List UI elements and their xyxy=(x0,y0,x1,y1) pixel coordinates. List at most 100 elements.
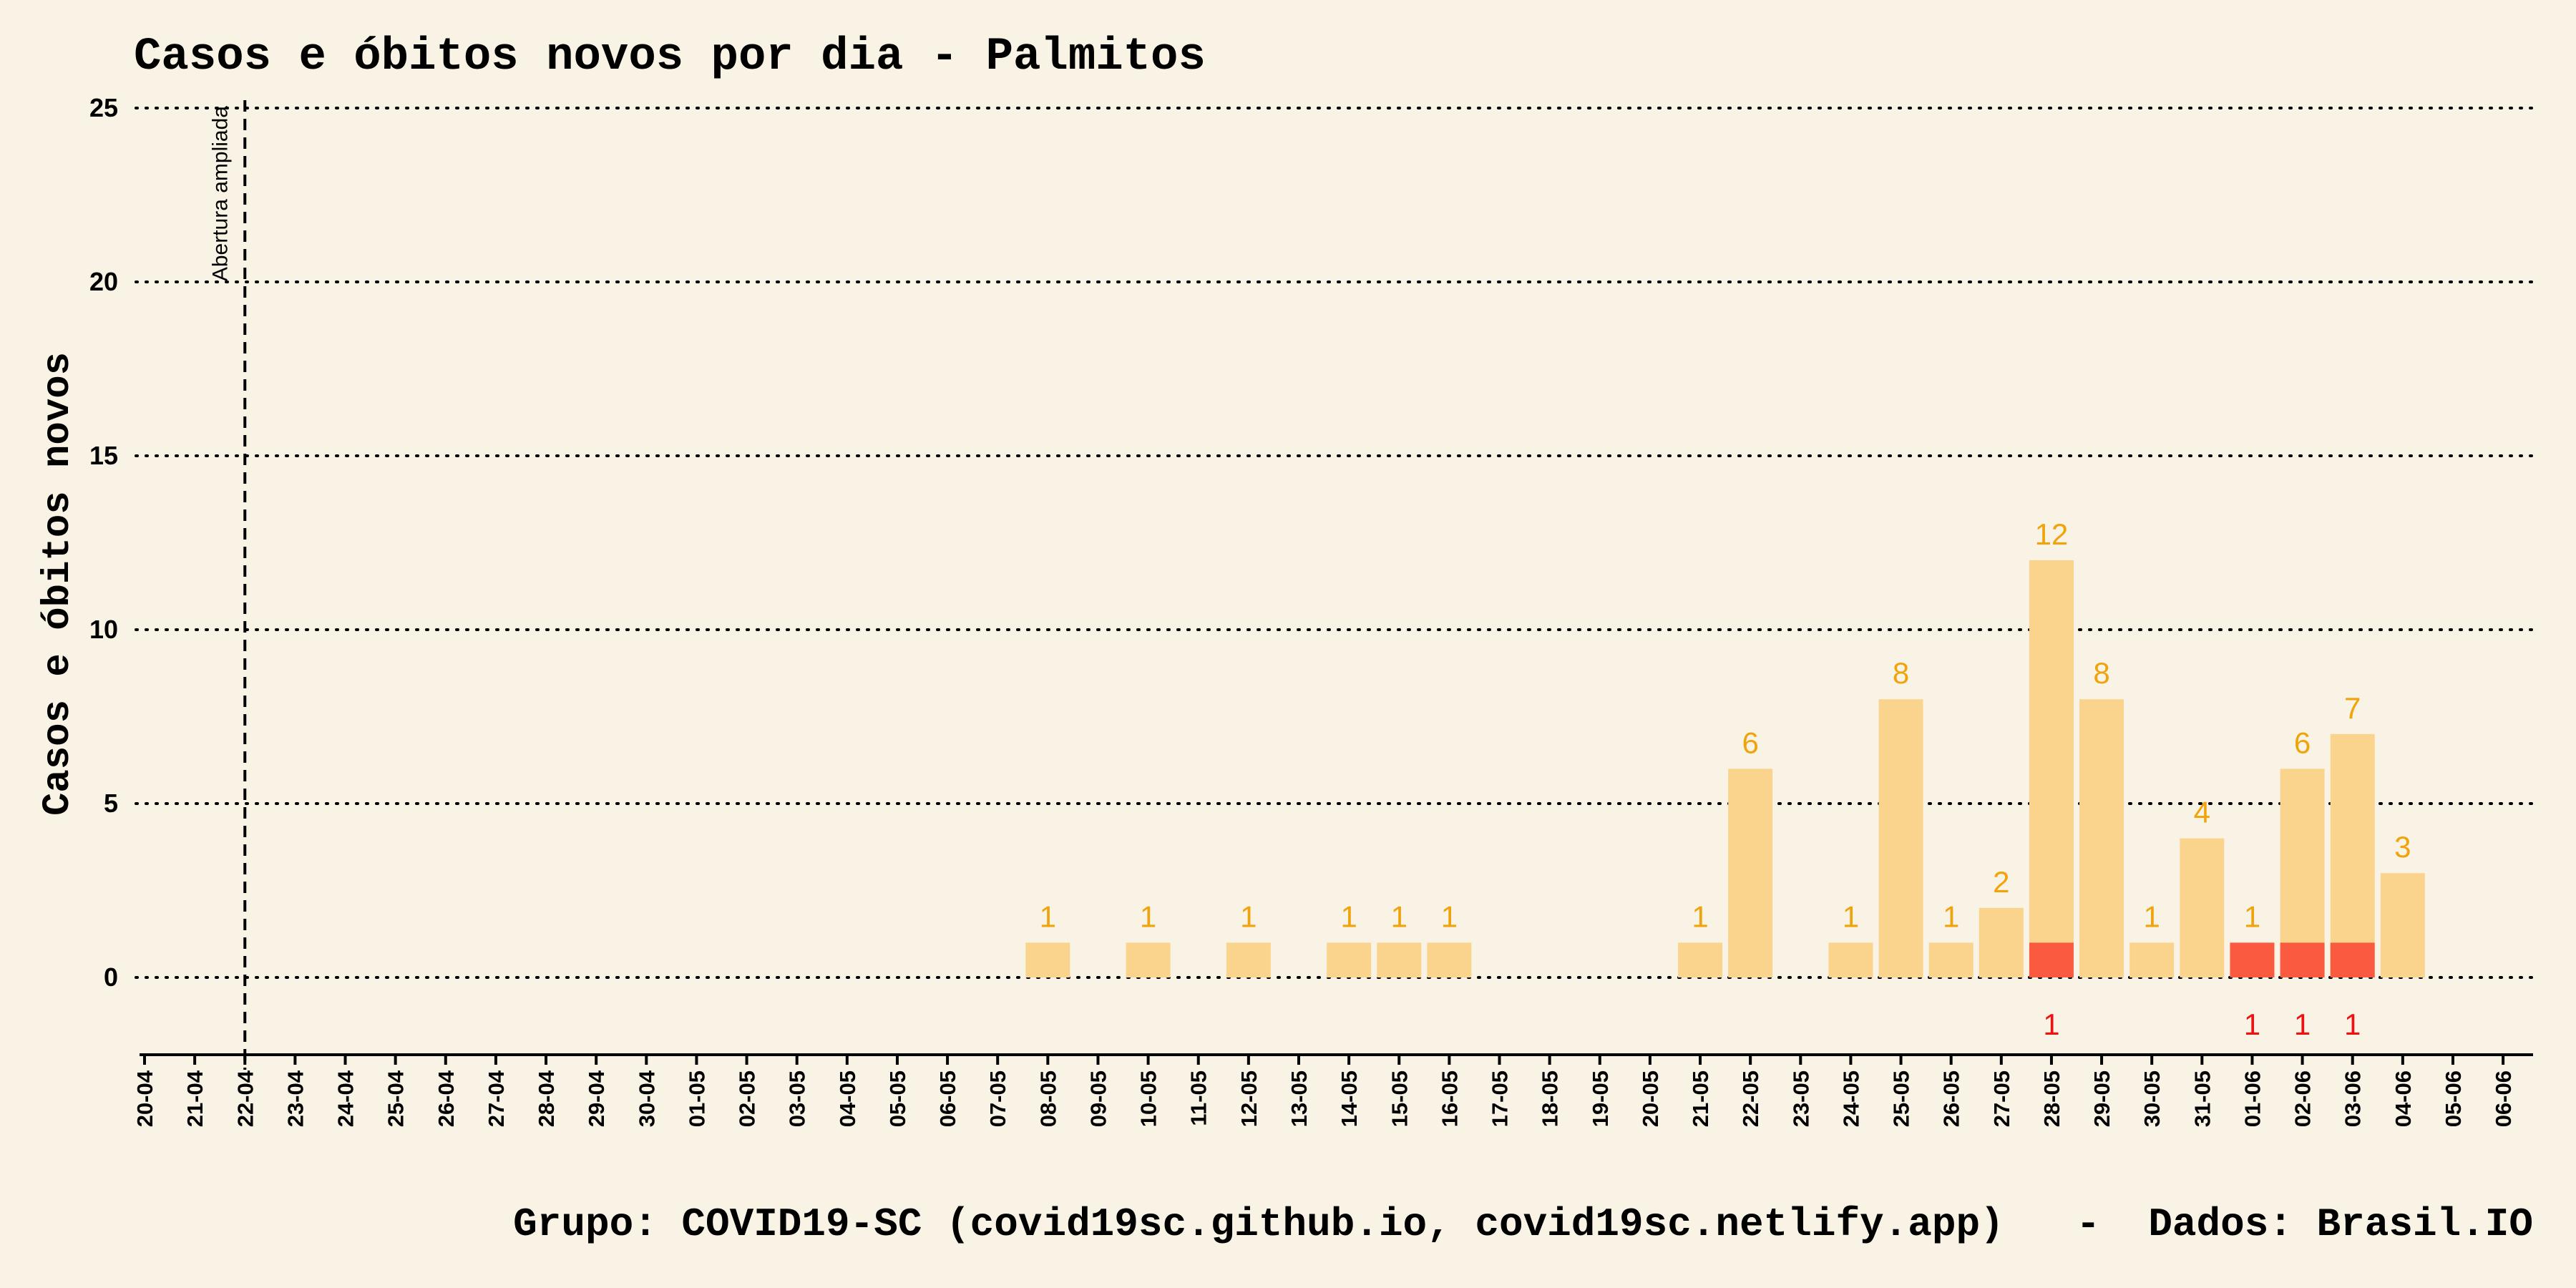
label-casos-04-06: 3 xyxy=(2394,830,2411,864)
label-casos-31-05: 4 xyxy=(2194,796,2210,829)
label-obitos-03-06: 1 xyxy=(2344,1008,2361,1041)
x-tick-label: 04-06 xyxy=(2391,1070,2416,1127)
label-casos-25-05: 8 xyxy=(1893,656,1909,690)
label-obitos-28-05: 1 xyxy=(2043,1008,2059,1041)
bar-casos-14-05 xyxy=(1327,942,1372,977)
label-casos-14-05: 1 xyxy=(1340,899,1357,933)
bar-casos-10-05 xyxy=(1126,942,1171,977)
series-casos xyxy=(1025,560,2425,977)
bar-obitos-28-05 xyxy=(2029,942,2074,977)
x-tick-label: 22-04 xyxy=(233,1070,258,1127)
x-tick-label: 10-05 xyxy=(1136,1070,1161,1127)
x-tick-label: 31-05 xyxy=(2190,1070,2215,1127)
x-tick-label: 18-05 xyxy=(1538,1070,1563,1127)
x-tick-label: 05-05 xyxy=(885,1070,910,1127)
label-casos-16-05: 1 xyxy=(1441,899,1458,933)
x-tick-label: 01-06 xyxy=(2240,1070,2265,1127)
x-tick-label: 06-05 xyxy=(935,1070,960,1127)
label-casos-24-05: 1 xyxy=(1843,899,1859,933)
label-casos-28-05: 12 xyxy=(2035,517,2069,551)
y-tick-label: 25 xyxy=(89,93,118,122)
y-tick-label: 5 xyxy=(104,789,118,818)
x-tick-label: 26-04 xyxy=(434,1070,459,1127)
x-tick-label: 29-04 xyxy=(584,1070,609,1127)
x-tick-label: 04-05 xyxy=(835,1070,860,1127)
x-tick-label: 19-05 xyxy=(1588,1070,1613,1127)
label-casos-02-06: 6 xyxy=(2294,726,2311,759)
x-tick-label: 16-05 xyxy=(1437,1070,1462,1127)
bar-casos-24-05 xyxy=(1828,942,1873,977)
x-tick-label: 14-05 xyxy=(1337,1070,1362,1127)
annotation-text: Abertura ampliada xyxy=(208,106,232,281)
x-tick-label: 21-05 xyxy=(1688,1070,1713,1127)
label-casos-10-05: 1 xyxy=(1140,899,1156,933)
x-tick-label: 01-05 xyxy=(684,1070,709,1127)
x-tick-label: 26-05 xyxy=(1939,1070,1964,1127)
bar-casos-25-05 xyxy=(1878,699,1923,977)
x-tick-label: 21-04 xyxy=(182,1070,208,1127)
label-casos-22-05: 6 xyxy=(1742,726,1758,759)
x-tick-label: 22-05 xyxy=(1738,1070,1763,1127)
x-tick-label: 02-05 xyxy=(735,1070,760,1127)
x-tick-label: 13-05 xyxy=(1287,1070,1312,1127)
label-casos-21-05: 1 xyxy=(1692,899,1708,933)
x-tick-label: 17-05 xyxy=(1488,1070,1513,1127)
x-tick-label: 12-05 xyxy=(1236,1070,1262,1127)
x-tick-label: 03-05 xyxy=(785,1070,810,1127)
x-tick-label: 05-06 xyxy=(2441,1070,2466,1127)
y-tick-label: 0 xyxy=(104,962,118,992)
bar-obitos-02-06 xyxy=(2280,942,2325,977)
bar-casos-15-05 xyxy=(1377,942,1422,977)
x-tick-label: 25-04 xyxy=(384,1070,409,1127)
label-casos-08-05: 1 xyxy=(1040,899,1056,933)
bar-casos-28-05 xyxy=(2029,560,2074,977)
x-tick-label: 20-04 xyxy=(132,1070,157,1127)
label-casos-15-05: 1 xyxy=(1391,899,1407,933)
bar-obitos-03-06 xyxy=(2330,942,2375,977)
x-tick-label: 30-04 xyxy=(634,1070,659,1127)
y-tick-label: 15 xyxy=(89,441,118,470)
x-tick-label: 09-05 xyxy=(1085,1070,1111,1127)
label-casos-29-05: 8 xyxy=(2093,656,2109,690)
y-tick-label: 10 xyxy=(89,615,118,644)
label-casos-03-06: 7 xyxy=(2344,691,2361,725)
bar-casos-31-05 xyxy=(2180,838,2225,977)
label-casos-30-05: 1 xyxy=(2144,899,2160,933)
x-tick-label: 27-04 xyxy=(484,1070,509,1127)
x-tick-label: 23-04 xyxy=(283,1070,308,1127)
x-tick-label: 25-05 xyxy=(1889,1070,1914,1127)
x-ticks: 20-04 21-04 22-04 23-04 24-04 25-04 26-04 27-04… xyxy=(132,1055,2516,1127)
bar-casos-03-06 xyxy=(2330,733,2375,977)
chart-title: Casos e óbitos novos por dia - Palmitos xyxy=(134,31,1206,83)
y-tick-label: 20 xyxy=(89,267,118,296)
bar-casos-04-06 xyxy=(2380,873,2425,977)
label-casos-01-06: 1 xyxy=(2244,899,2260,933)
x-tick-label: 06-06 xyxy=(2491,1070,2516,1127)
label-casos-27-05: 2 xyxy=(1993,865,2009,899)
bar-casos-22-05 xyxy=(1728,769,1773,977)
x-tick-label: 28-05 xyxy=(2039,1070,2064,1127)
bar-casos-29-05 xyxy=(2079,699,2124,977)
series-obitos xyxy=(2029,942,2375,977)
x-tick-label: 30-05 xyxy=(2140,1070,2165,1127)
x-tick-label: 11-05 xyxy=(1186,1070,1211,1126)
footer-credits: Grupo: COVID19-SC (covid19sc.github.io, … xyxy=(513,1201,2533,1247)
x-tick-label: 23-05 xyxy=(1788,1070,1813,1127)
bar-casos-21-05 xyxy=(1678,942,1723,977)
x-tick-label: 15-05 xyxy=(1387,1070,1412,1127)
annotation-abertura: Abertura ampliada xyxy=(208,100,247,1070)
x-tick-label: 07-05 xyxy=(985,1070,1010,1127)
bar-casos-08-05 xyxy=(1025,942,1070,977)
label-casos-26-05: 1 xyxy=(1943,899,1959,933)
x-tick-label: 24-04 xyxy=(333,1070,358,1127)
x-tick-label: 24-05 xyxy=(1838,1070,1863,1127)
y-axis-label: Casos e óbitos novos xyxy=(36,352,80,816)
x-tick-label: 03-06 xyxy=(2341,1070,2366,1127)
x-tick-label: 20-05 xyxy=(1638,1070,1663,1127)
bar-casos-26-05 xyxy=(1928,942,1974,977)
x-tick-label: 08-05 xyxy=(1035,1070,1060,1127)
bar-casos-30-05 xyxy=(2129,942,2175,977)
